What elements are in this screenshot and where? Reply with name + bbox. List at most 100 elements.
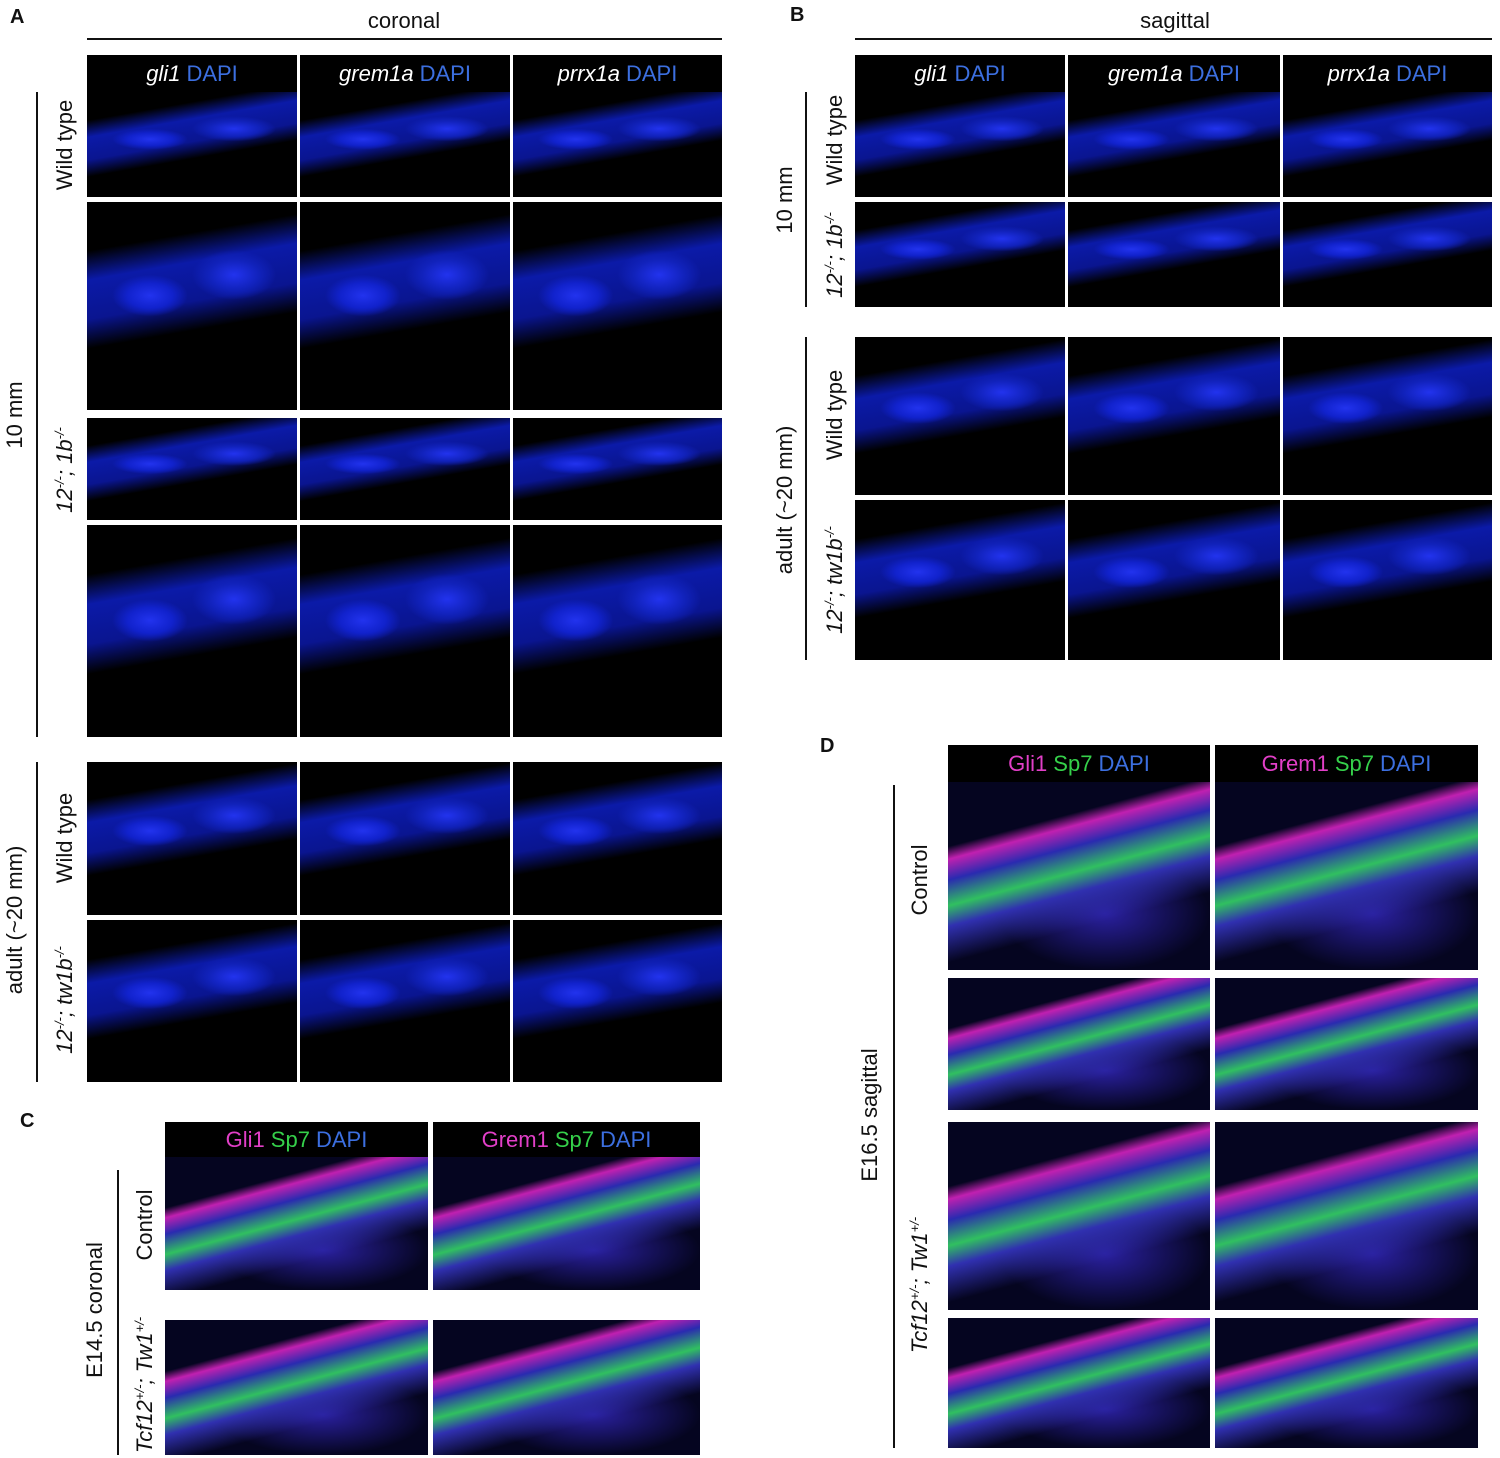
gene-name: gli1 — [914, 60, 949, 86]
genotype-part: 12 — [822, 609, 848, 634]
stage-label: 10 mm — [772, 166, 797, 234]
stain-name: DAPI — [954, 60, 1006, 86]
micrograph — [855, 500, 1065, 660]
micrograph — [513, 762, 722, 915]
genotype-superscript: +/- — [131, 1316, 147, 1333]
genotype-part: ; 1b — [52, 439, 78, 477]
micrograph — [513, 418, 722, 520]
micrograph — [300, 202, 510, 410]
micrograph — [87, 525, 297, 737]
gene-name: grem1a — [339, 60, 414, 86]
genotype-part: ; tw1b — [52, 958, 78, 1018]
genotype-part: 12 — [52, 1029, 78, 1054]
genotype-superscript: -/- — [51, 946, 67, 959]
genotype-part: Control — [132, 1189, 157, 1261]
stain-name: Gli1 — [1008, 750, 1048, 776]
genotype-superscript: +/- — [906, 1216, 922, 1233]
micrograph — [165, 1157, 428, 1290]
genotype-part: ; Tw1 — [132, 1332, 158, 1385]
stain-name: DAPI — [419, 60, 471, 86]
plane-label: sagittal — [1140, 8, 1210, 33]
micrograph — [948, 1318, 1210, 1448]
stain-name: DAPI — [186, 60, 238, 86]
micrograph — [300, 762, 510, 915]
genotype-part: Control — [907, 844, 932, 916]
stage-label: E14.5 coronal — [82, 1242, 107, 1378]
genotype-superscript: -/- — [51, 427, 67, 440]
stain-name: Gli1 — [225, 1126, 265, 1152]
column-header: Grem1 Sp7 DAPI — [433, 1122, 700, 1157]
micrograph — [433, 1157, 700, 1290]
genotype-superscript: -/- — [821, 261, 837, 274]
genotype-label: 12-/-; 1b-/- — [822, 212, 848, 298]
micrograph — [1283, 337, 1492, 495]
micrograph — [948, 1122, 1210, 1310]
stage-bracket — [805, 337, 807, 660]
genotype-label: Tcf12+/-; Tw1+/- — [907, 1217, 933, 1353]
stage-bracket — [36, 92, 38, 737]
genotype-part: Wild type — [52, 99, 77, 191]
panel-letter: D — [820, 735, 835, 757]
panel-letter: A — [10, 6, 25, 28]
micrograph — [855, 202, 1065, 307]
plane-rule — [87, 38, 722, 40]
genotype-label: Wild type — [52, 793, 78, 883]
stain-name: DAPI — [1396, 60, 1448, 86]
plane-rule — [855, 38, 1492, 40]
stain-name: Sp7 — [554, 1126, 595, 1152]
genotype-part: Tcf12 — [907, 1300, 933, 1354]
column-header: Grem1 Sp7 DAPI — [1215, 745, 1478, 782]
plane-label: coronal — [367, 8, 441, 33]
genotype-label: Control — [907, 845, 933, 916]
genotype-label: 12-/-; tw1b-/- — [822, 526, 848, 634]
stage-label: adult (~20 mm) — [2, 845, 27, 995]
micrograph — [300, 92, 510, 197]
stain-name: DAPI — [315, 1126, 368, 1152]
stain-name: DAPI — [600, 1126, 652, 1152]
gene-name: gli1 — [146, 60, 181, 86]
stage-label: 10 mm — [2, 381, 27, 449]
genotype-part: ; tw1b — [822, 538, 848, 598]
stage-bracket — [805, 92, 807, 307]
genotype-label: Wild type — [822, 95, 848, 185]
column-header: prrx1a DAPI — [1283, 55, 1492, 92]
micrograph — [1068, 202, 1280, 307]
genotype-part: ; 1b — [822, 224, 848, 262]
stain-name: Grem1 — [1261, 750, 1329, 776]
gene-name: prrx1a — [557, 60, 620, 86]
gene-name: prrx1a — [1327, 60, 1390, 86]
column-header: prrx1a DAPI — [513, 55, 722, 92]
micrograph — [300, 525, 510, 737]
genotype-superscript: -/- — [821, 597, 837, 610]
genotype-superscript: -/- — [821, 212, 837, 225]
micrograph — [855, 337, 1065, 495]
genotype-label: Tcf12+/-; Tw1+/- — [132, 1317, 158, 1453]
micrograph — [1283, 500, 1492, 660]
column-header: grem1a DAPI — [300, 55, 510, 92]
micrograph — [87, 418, 297, 520]
genotype-part: Wild type — [822, 94, 847, 186]
micrograph — [433, 1320, 700, 1455]
micrograph — [87, 762, 297, 915]
genotype-label: 12-/-; tw1b-/- — [52, 946, 78, 1054]
micrograph — [87, 920, 297, 1082]
micrograph — [1068, 500, 1280, 660]
genotype-part: Tcf12 — [132, 1400, 158, 1454]
micrograph — [1215, 1318, 1478, 1448]
micrograph — [1215, 782, 1478, 970]
panel-letter: C — [20, 1110, 35, 1132]
panel-letter: B — [790, 4, 805, 26]
stain-name: Sp7 — [1053, 750, 1093, 776]
genotype-part: Wild type — [822, 369, 847, 461]
micrograph — [513, 92, 722, 197]
column-header: Gli1 Sp7 DAPI — [165, 1122, 428, 1157]
column-header: grem1a DAPI — [1068, 55, 1280, 92]
micrograph — [1283, 92, 1492, 197]
genotype-label: Wild type — [822, 370, 848, 460]
gene-name: grem1a — [1108, 60, 1183, 86]
stain-name: DAPI — [1098, 750, 1150, 776]
genotype-superscript: +/- — [906, 1284, 922, 1301]
stain-name: Sp7 — [1334, 750, 1375, 776]
genotype-part: Wild type — [52, 792, 77, 884]
genotype-part: ; Tw1 — [907, 1232, 933, 1285]
